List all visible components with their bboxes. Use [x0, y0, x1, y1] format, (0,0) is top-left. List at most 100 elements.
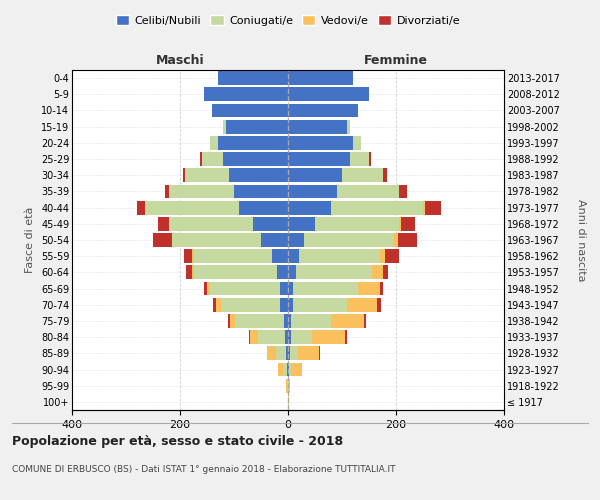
Bar [344, 330, 347, 344]
Bar [398, 217, 401, 230]
Bar [298, 346, 319, 360]
Bar [218, 71, 288, 85]
Bar [290, 314, 331, 328]
Bar [226, 120, 288, 134]
Bar [223, 152, 288, 166]
Bar [319, 346, 320, 360]
Bar [272, 250, 288, 263]
Bar [202, 152, 223, 166]
Bar [212, 104, 288, 118]
Bar [249, 330, 250, 344]
Bar [288, 152, 350, 166]
Bar [358, 282, 380, 296]
Text: Popolazione per età, sesso e stato civile - 2018: Popolazione per età, sesso e stato civil… [12, 435, 343, 448]
Bar [278, 362, 283, 376]
Bar [331, 200, 423, 214]
Bar [145, 200, 239, 214]
Bar [268, 346, 275, 360]
Bar [350, 152, 369, 166]
Bar [288, 71, 353, 85]
Bar [293, 282, 358, 296]
Bar [288, 120, 347, 134]
Bar [234, 184, 288, 198]
Bar [383, 168, 387, 182]
Bar [353, 136, 361, 149]
Bar [398, 184, 407, 198]
Bar [315, 217, 398, 230]
Bar [299, 250, 380, 263]
Bar [337, 184, 399, 198]
Bar [288, 298, 293, 312]
Bar [210, 136, 218, 149]
Bar [291, 362, 302, 376]
Bar [185, 168, 229, 182]
Bar [425, 200, 441, 214]
Bar [228, 314, 230, 328]
Text: Femmine: Femmine [364, 54, 428, 67]
Bar [288, 136, 353, 149]
Bar [347, 298, 377, 312]
Bar [380, 282, 383, 296]
Bar [289, 362, 291, 376]
Bar [331, 314, 364, 328]
Bar [283, 362, 287, 376]
Bar [288, 233, 304, 247]
Bar [218, 136, 288, 149]
Bar [290, 330, 313, 344]
Bar [296, 266, 372, 280]
Bar [169, 217, 253, 230]
Bar [250, 330, 259, 344]
Bar [377, 298, 382, 312]
Bar [288, 330, 290, 344]
Bar [364, 314, 366, 328]
Bar [192, 266, 193, 280]
Bar [253, 217, 288, 230]
Y-axis label: Fasce di età: Fasce di età [25, 207, 35, 273]
Bar [158, 217, 169, 230]
Bar [286, 330, 288, 344]
Bar [193, 250, 272, 263]
Bar [347, 120, 350, 134]
Bar [284, 314, 288, 328]
Bar [288, 282, 293, 296]
Bar [290, 346, 298, 360]
Bar [214, 298, 216, 312]
Bar [210, 282, 280, 296]
Bar [288, 104, 358, 118]
Bar [288, 250, 299, 263]
Bar [187, 266, 192, 280]
Bar [288, 88, 369, 101]
Bar [304, 233, 394, 247]
Bar [286, 346, 288, 360]
Bar [288, 314, 290, 328]
Bar [204, 88, 288, 101]
Bar [239, 200, 288, 214]
Bar [280, 298, 288, 312]
Bar [369, 152, 371, 166]
Bar [153, 233, 172, 247]
Bar [394, 233, 398, 247]
Legend: Celibi/Nubili, Coniugati/e, Vedovi/e, Divorziati/e: Celibi/Nubili, Coniugati/e, Vedovi/e, Di… [112, 10, 464, 30]
Y-axis label: Anni di nascita: Anni di nascita [577, 198, 586, 281]
Bar [280, 282, 288, 296]
Bar [261, 233, 288, 247]
Bar [385, 250, 398, 263]
Bar [223, 120, 226, 134]
Bar [169, 184, 234, 198]
Bar [286, 379, 287, 392]
Bar [193, 266, 277, 280]
Bar [184, 250, 193, 263]
Bar [423, 200, 425, 214]
Bar [259, 330, 286, 344]
Bar [277, 266, 288, 280]
Bar [293, 298, 347, 312]
Bar [204, 282, 207, 296]
Bar [288, 184, 337, 198]
Bar [182, 168, 185, 182]
Bar [275, 346, 286, 360]
Bar [288, 217, 315, 230]
Bar [313, 330, 345, 344]
Bar [289, 379, 290, 392]
Bar [207, 282, 210, 296]
Bar [372, 266, 383, 280]
